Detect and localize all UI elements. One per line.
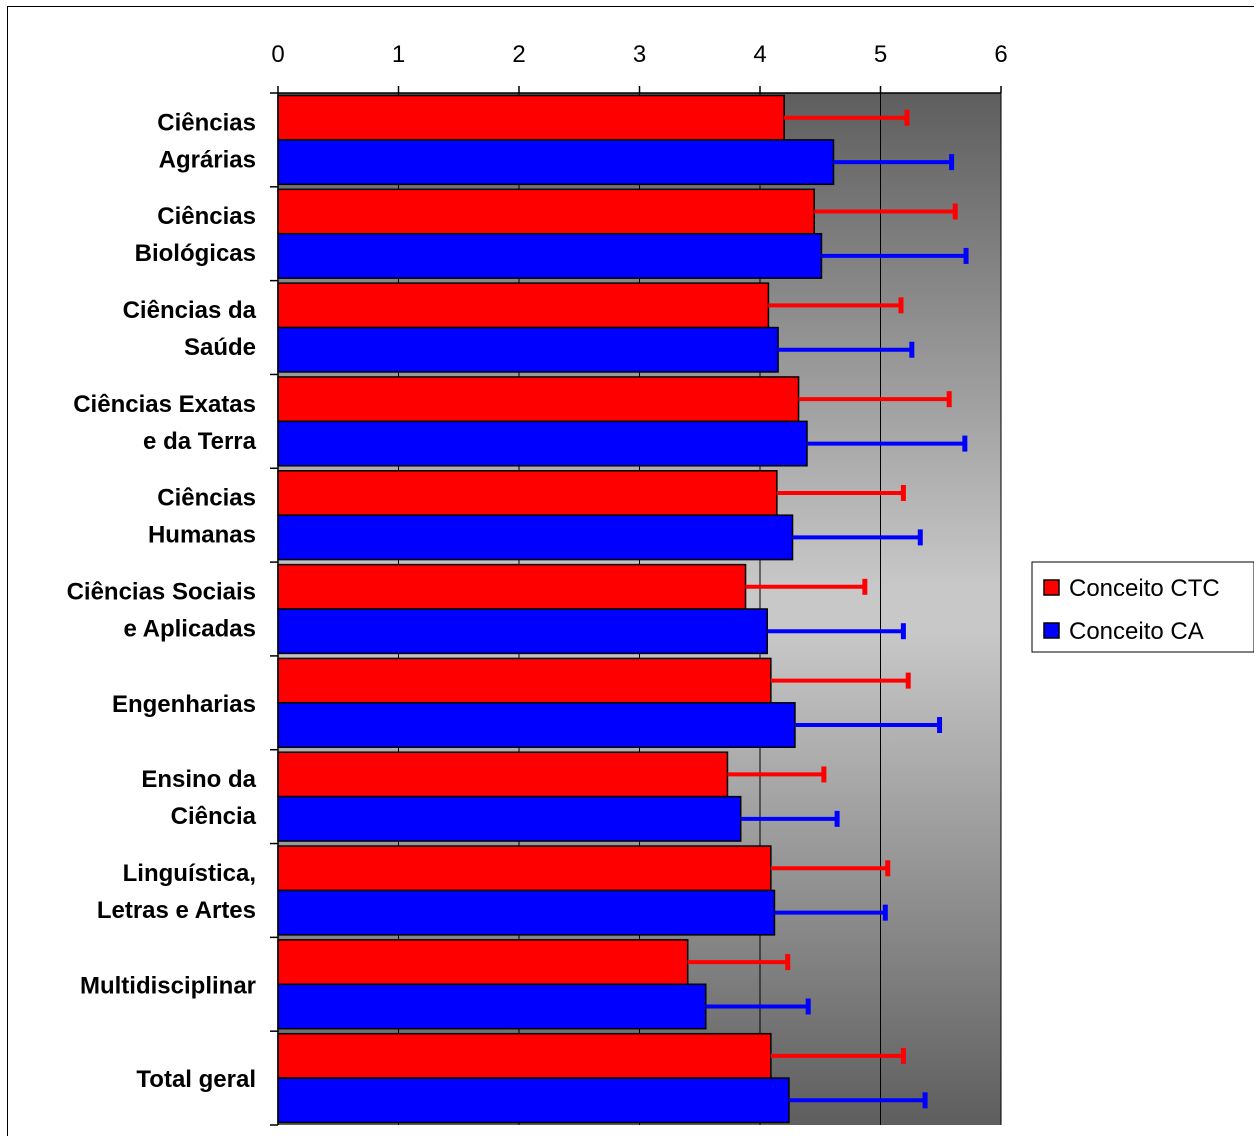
x-tick-label: 0 — [271, 41, 284, 68]
category-label: Ciências — [157, 109, 256, 136]
bar — [277, 608, 768, 655]
bar — [277, 94, 785, 141]
chart-frame — [7, 6, 1254, 1136]
bar — [277, 420, 808, 467]
bar — [277, 232, 823, 279]
category-label: Total geral — [136, 1066, 256, 1093]
x-tick-label: 3 — [633, 41, 646, 68]
legend-box — [1031, 561, 1254, 653]
bar — [277, 188, 815, 235]
bar — [277, 376, 800, 423]
bars — [277, 94, 835, 1124]
category-label: Multidisciplinar — [80, 972, 256, 999]
bar — [277, 326, 779, 373]
x-tick-label: 4 — [753, 41, 766, 68]
bar — [277, 889, 776, 936]
category-label: e Aplicadas — [123, 616, 256, 643]
error-bars — [687, 109, 969, 1109]
category-label: Agrárias — [159, 146, 256, 173]
category-label: Ciências Sociais — [67, 579, 256, 606]
bar — [277, 939, 689, 986]
category-label: Letras e Artes — [97, 897, 256, 924]
bar — [277, 845, 772, 892]
legend-label-ctc: Conceito CTC — [1069, 575, 1220, 602]
category-label: Ciências Exatas — [73, 391, 256, 418]
bar — [277, 282, 770, 329]
legend-swatch-ca — [1043, 622, 1060, 639]
category-label: Ciências — [157, 485, 256, 512]
category-label: Biológicas — [135, 240, 256, 267]
legend-swatch-ctc — [1043, 579, 1060, 596]
category-label: Engenharias — [112, 691, 256, 718]
x-tick-label: 5 — [874, 41, 887, 68]
category-label: Ciência — [171, 803, 257, 830]
category-label: Linguística, — [123, 860, 256, 887]
category-label: Ciências — [157, 203, 256, 230]
category-label: Ensino da — [141, 766, 256, 793]
category-label: Ciências da — [123, 297, 257, 324]
bar — [277, 470, 778, 516]
bar — [277, 983, 707, 1030]
bar — [277, 751, 729, 798]
bar — [277, 514, 794, 561]
bar — [277, 563, 747, 610]
x-tick-label: 2 — [512, 41, 525, 68]
legend: Conceito CTC Conceito CA — [1031, 561, 1254, 653]
legend-label-ca: Conceito CA — [1069, 618, 1204, 645]
category-label: Humanas — [148, 522, 256, 549]
category-label: Saúde — [184, 334, 256, 361]
x-axis: 0 1 2 3 4 5 6 — [270, 41, 1008, 1126]
bar — [277, 1032, 772, 1079]
category-labels: Ciências Agrárias Ciências Biológicas Ciênci… — [67, 109, 257, 1093]
bar — [277, 702, 796, 748]
bar — [277, 139, 835, 186]
bar — [277, 1077, 790, 1124]
bar — [277, 795, 742, 842]
bar — [277, 657, 772, 704]
category-label: e da Terra — [143, 428, 257, 455]
x-tick-label: 6 — [994, 41, 1007, 68]
x-tick-label: 1 — [392, 41, 405, 68]
